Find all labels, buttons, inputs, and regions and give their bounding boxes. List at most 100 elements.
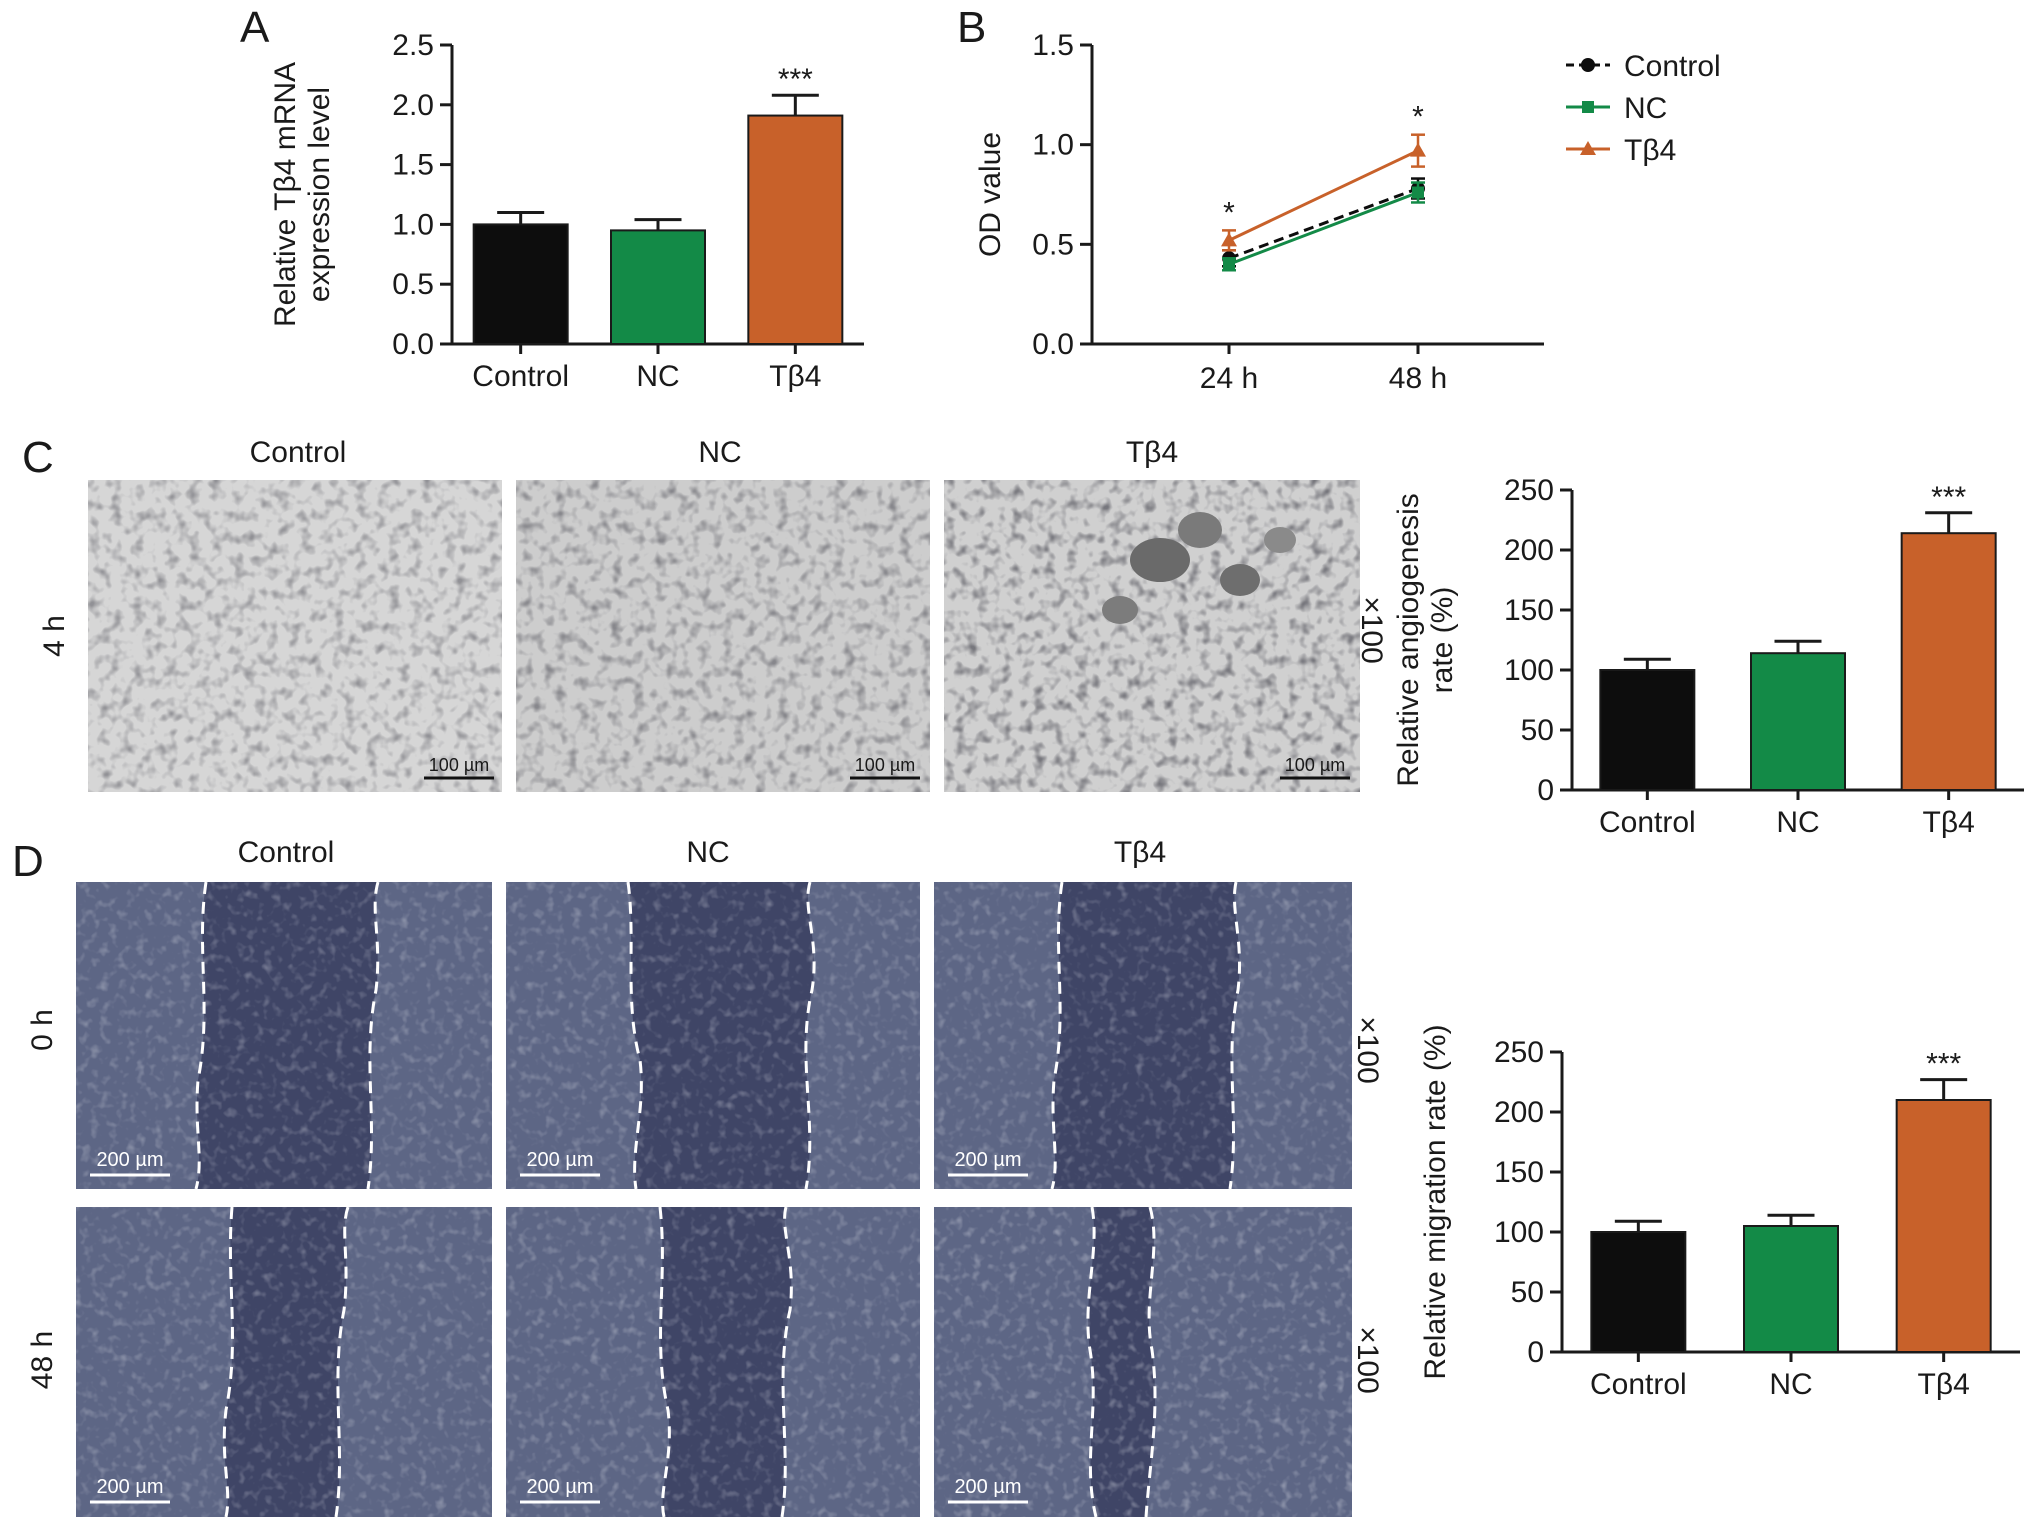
chart-d-migration-rate: 0 50 100 150 200 250 Control NC Tβ4 *** Relative m… [1419,1024,2020,1401]
y-tick-label: 50 [1511,1276,1544,1309]
panel-label-a: A [240,3,270,52]
d-scale-bar-tb4-48h: 200 µm [948,1476,1028,1504]
x-tick-label: 24 h [1200,362,1258,395]
data-point [1221,232,1237,247]
x-tick-label: Tβ4 [1923,806,1975,839]
x-tick-label: NC [636,360,679,393]
c-image-control [88,480,502,792]
significance-label: * [1223,196,1235,229]
svg-text:200 µm: 200 µm [954,1476,1021,1498]
legend-label: Tβ4 [1624,134,1676,167]
d-image-control-0h [76,881,492,1190]
y-tick-label: 1.5 [1032,29,1074,62]
bar [1900,532,1997,791]
panel-label-d: D [12,837,44,886]
series-line [1228,149,1419,242]
x-tick-label: 48 h [1389,362,1447,395]
c-scale-bar-control: 100 µm [424,755,494,780]
x-tick-label: NC [1769,1368,1812,1401]
c-column-label-control: Control [250,436,347,469]
x-tick-label: Tβ4 [769,360,821,393]
d-scale-bar-nc-0h: 200 µm [520,1149,600,1177]
d-magnification-label-0h: ×100 [1351,1016,1384,1084]
bar [1743,1225,1839,1353]
legend-marker [1581,58,1595,72]
y-tick-label: 250 [1494,1036,1544,1069]
d-image-tb4-48h [934,1206,1352,1518]
data-point [1410,142,1426,157]
d-row-label-0h: 0 h [26,1009,59,1051]
x-tick-label: Control [1590,1368,1687,1401]
c-scale-bar-tb4: 100 µm [1280,755,1350,780]
bar [472,223,569,345]
bar [1750,652,1846,792]
significance-label: *** [778,63,813,96]
bar [1599,669,1696,791]
y-tick-label: 200 [1504,534,1554,567]
y-tick-label: 1.0 [1032,129,1074,162]
data-point [1412,186,1424,199]
significance-label: *** [1931,481,1966,514]
svg-text:200 µm: 200 µm [96,1476,163,1498]
panel-label-b: B [957,3,986,52]
panel-label-c: C [22,433,54,482]
x-tick-label: Control [472,360,569,393]
legend-label: NC [1624,92,1667,125]
legend-label: Control [1624,50,1721,83]
y-axis-label: Relative Tβ4 mRNA [269,62,302,327]
series-line [1228,191,1419,266]
y-axis-label: Relative migration rate (%) [1419,1024,1452,1379]
c-column-label-nc: NC [698,436,741,469]
d-row-label-48h: 48 h [26,1331,59,1389]
d-column-label-nc: NC [686,836,729,869]
d-scale-bar-tb4-0h: 200 µm [948,1149,1028,1177]
significance-label: * [1412,101,1424,134]
legend-marker [1580,141,1596,155]
x-tick-label: Control [1599,806,1696,839]
svg-text:100 µm: 100 µm [1285,755,1345,775]
panel-d-micrographs: Control NC Tβ4 0 h 48 h ×100 ×100 [26,836,1384,1518]
y-tick-label: 50 [1521,714,1554,747]
y-tick-label: 250 [1504,474,1554,507]
c-image-nc [516,480,930,792]
d-image-tb4-0h [934,881,1352,1190]
chart-c-angiogenesis-rate: 0 50 100 150 200 250 Control NC Tβ4 *** Relative a… [1392,474,2024,839]
y-tick-label: 1.0 [392,208,434,241]
chart-a-mrna-expression: 0.0 0.5 1.0 1.5 2.0 2.5 Control NC Tβ4 *** Relativ… [269,29,864,393]
chart-b-od-value: 0.0 0.5 1.0 1.5 24 h 48 h * * OD value Control NC T… [974,29,1721,395]
y-tick-label: 150 [1494,1156,1544,1189]
d-image-control-48h [76,1206,492,1518]
d-column-label-control: Control [238,836,335,869]
significance-label: *** [1926,1048,1961,1081]
bar [1895,1099,1992,1353]
y-tick-label: 2.5 [392,29,434,62]
y-tick-label: 0.5 [1032,228,1074,261]
panel-c-micrographs: Control NC Tβ4 4 h ×100 100 µm 100 [38,436,1388,792]
bar [1590,1231,1687,1353]
c-row-label-4h: 4 h [38,615,71,657]
d-scale-bar-control-0h: 200 µm [90,1149,170,1177]
c-magnification-label: ×100 [1355,596,1388,664]
y-tick-label: 0.0 [1032,328,1074,361]
svg-text:200 µm: 200 µm [954,1149,1021,1171]
y-tick-label: 0.0 [392,328,434,361]
legend-marker [1582,101,1594,113]
d-scale-bar-nc-48h: 200 µm [520,1476,600,1504]
y-tick-label: 0 [1537,774,1554,807]
y-tick-label: 2.0 [392,89,434,122]
y-tick-label: 200 [1494,1096,1544,1129]
c-column-label-tb4: Tβ4 [1126,436,1178,469]
y-axis-label: rate (%) [1426,587,1459,694]
d-image-nc-48h [506,1206,920,1518]
c-scale-bar-nc: 100 µm [850,755,920,780]
d-column-label-tb4: Tβ4 [1114,836,1166,869]
d-scale-bar-control-48h: 200 µm [90,1476,170,1504]
y-tick-label: 0.5 [392,268,434,301]
y-axis-label: OD value [974,132,1007,257]
svg-text:100 µm: 100 µm [855,755,915,775]
svg-text:200 µm: 200 µm [526,1476,593,1498]
y-tick-label: 1.5 [392,149,434,182]
data-point [1223,258,1235,271]
d-magnification-label-48h: ×100 [1351,1326,1384,1394]
